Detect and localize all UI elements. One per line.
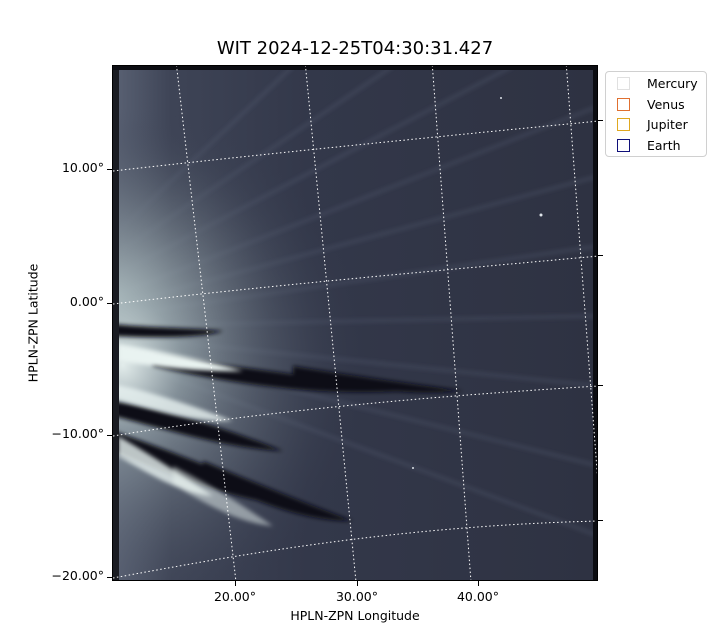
coordinate-grid	[113, 66, 597, 580]
legend-label: Earth	[647, 137, 681, 153]
y-tick-label: 0.00°	[69, 294, 104, 309]
right-tick-mark	[598, 520, 603, 521]
legend-label: Venus	[647, 96, 685, 112]
left-edge	[113, 66, 119, 580]
x-tick-mark	[478, 581, 479, 586]
y-tick-label: −10.00°	[51, 426, 104, 441]
right-edge	[593, 66, 597, 580]
y-tick-mark	[107, 577, 112, 578]
legend-swatch	[617, 117, 630, 131]
coronagraph-image	[112, 65, 598, 581]
x-tick-mark	[357, 581, 358, 586]
y-tick-label: −20.00°	[51, 568, 104, 583]
legend-item-venus: Venus	[617, 96, 685, 112]
right-tick-mark	[598, 120, 603, 121]
stars	[412, 97, 543, 469]
y-tick-mark	[107, 435, 112, 436]
x-tick-mark	[235, 581, 236, 586]
x-tick-label: 30.00°	[335, 589, 379, 604]
top-edge	[113, 66, 597, 70]
right-tick-mark	[598, 385, 603, 386]
y-axis-label: HPLN-ZPN Latitude	[25, 263, 41, 383]
legend-label: Jupiter	[647, 116, 688, 132]
y-tick-label: 10.00°	[61, 160, 104, 175]
x-axis-label: HPLN-ZPN Longitude	[290, 608, 420, 623]
bright-core	[113, 66, 597, 580]
figure-title: WIT 2024-12-25T04:30:31.427	[216, 38, 494, 59]
y-tick-mark	[107, 303, 112, 304]
legend-label: Mercury	[647, 75, 698, 91]
y-tick-mark	[107, 169, 112, 170]
legend-swatch	[617, 97, 630, 111]
legend-item-earth: Earth	[617, 137, 681, 153]
heliospheric-image-svg	[113, 66, 597, 580]
legend: Mercury Venus Jupiter Earth	[605, 71, 707, 157]
legend-item-jupiter: Jupiter	[617, 116, 688, 132]
legend-swatch	[617, 76, 630, 90]
legend-item-mercury: Mercury	[617, 75, 698, 91]
bright-bands	[113, 344, 273, 526]
x-tick-label: 40.00°	[456, 589, 500, 604]
legend-swatch	[617, 138, 630, 152]
right-tick-mark	[598, 255, 603, 256]
x-tick-label: 20.00°	[213, 589, 257, 604]
